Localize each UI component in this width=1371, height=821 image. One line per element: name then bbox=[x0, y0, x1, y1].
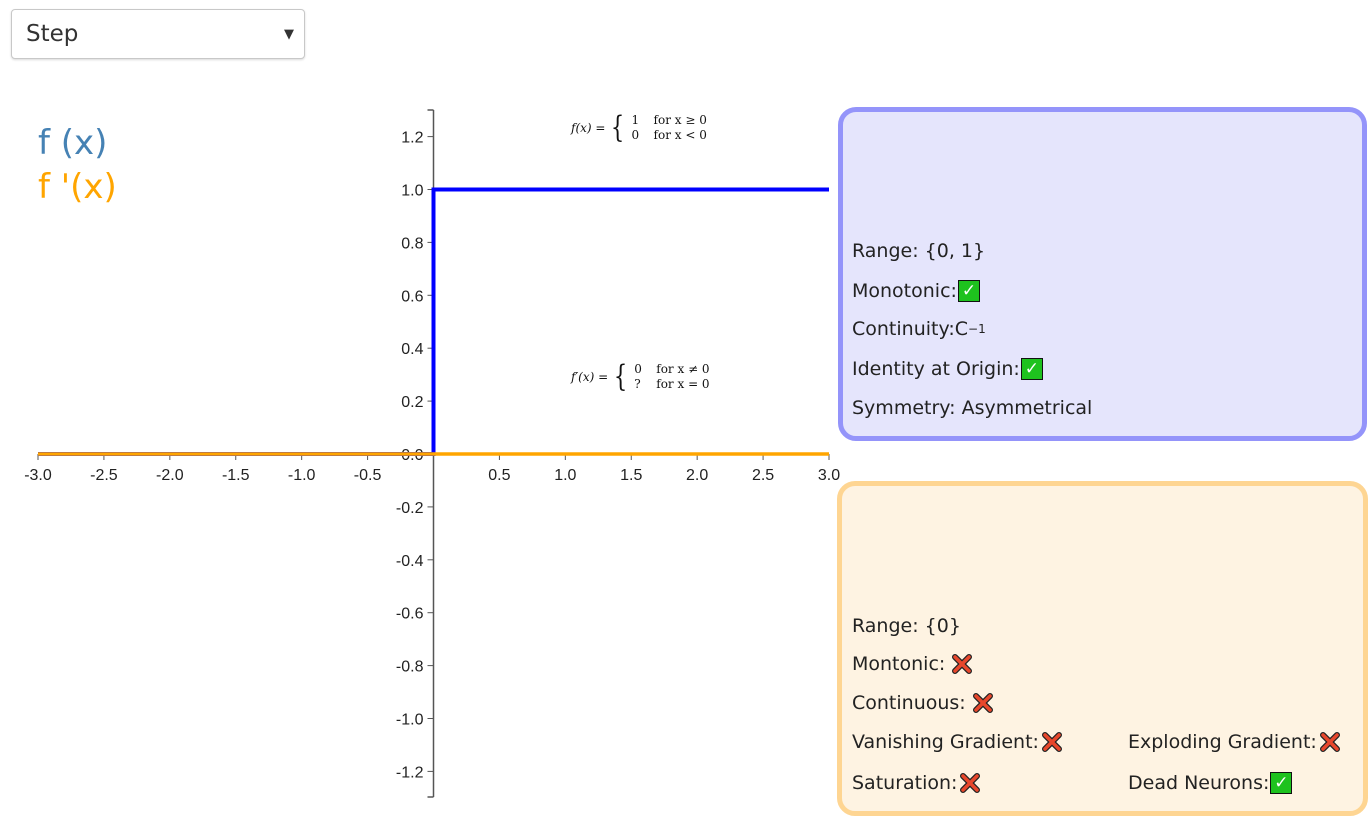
x-tick-label: 1.5 bbox=[620, 467, 642, 484]
y-tick-label: -0.8 bbox=[396, 659, 424, 676]
f-series-line bbox=[38, 187, 829, 456]
select-value: Step bbox=[26, 21, 79, 47]
brace-icon: { bbox=[611, 110, 625, 145]
legend-f: f (x) bbox=[38, 123, 108, 163]
f-monotonic: Monotonic: ✓ bbox=[852, 280, 980, 302]
brace-icon: { bbox=[614, 359, 628, 394]
x-tick-label: -3.0 bbox=[24, 467, 52, 484]
d-exploding: Exploding Gradient: bbox=[1128, 731, 1341, 753]
f-monotonic-label: Monotonic: bbox=[852, 280, 957, 302]
fprime-formula: f′(x) = { 0 for x ≠ 0 ? for x = 0 bbox=[571, 362, 710, 392]
f-case2-cond: for x < 0 bbox=[653, 128, 707, 142]
x-tick-label: 3.0 bbox=[818, 467, 840, 484]
chart-series bbox=[38, 187, 829, 456]
f-formula: f(x) = { 1 for x ≥ 0 0 for x < 0 bbox=[571, 113, 707, 143]
f-case2-value: 0 bbox=[631, 128, 640, 142]
f-case1-value: 1 bbox=[631, 113, 640, 127]
y-tick-label: -0.4 bbox=[396, 553, 424, 570]
check-icon: ✓ bbox=[1020, 358, 1043, 380]
d-vanishing-label: Vanishing Gradient: bbox=[852, 731, 1039, 753]
f-continuity: Continuity:C −1 bbox=[852, 318, 986, 340]
f-range: Range: {0, 1} bbox=[852, 240, 986, 262]
d-montonic: Montonic: bbox=[852, 653, 973, 675]
d-saturation: Saturation: bbox=[852, 772, 981, 794]
chevron-down-icon: ▼ bbox=[284, 27, 294, 42]
y-tick-label: -0.6 bbox=[396, 606, 424, 623]
y-tick-label: 0.2 bbox=[401, 394, 423, 411]
d-range: Range: {0} bbox=[852, 615, 961, 637]
activation-function-select[interactable]: Step ▼ bbox=[11, 9, 305, 59]
f-symmetry: Symmetry: Asymmetrical bbox=[852, 397, 1093, 419]
cross-icon bbox=[951, 653, 973, 675]
x-tick-label: -2.5 bbox=[90, 467, 118, 484]
f-continuity-label: Continuity:C bbox=[852, 318, 969, 340]
f-formula-lhs: f(x) = bbox=[571, 121, 606, 135]
d-exploding-label: Exploding Gradient: bbox=[1128, 731, 1317, 753]
y-tick-label: 1.2 bbox=[401, 130, 423, 147]
cross-icon bbox=[1041, 731, 1063, 753]
cross-icon bbox=[972, 692, 994, 714]
d-dead-neurons: Dead Neurons: ✓ bbox=[1128, 772, 1293, 794]
d-continuous-label: Continuous: bbox=[852, 692, 966, 714]
y-tick-label: 1.0 bbox=[401, 183, 423, 200]
x-tick-label: 0.5 bbox=[488, 467, 510, 484]
x-tick-label: 1.0 bbox=[554, 467, 576, 484]
f-case1-cond: for x ≥ 0 bbox=[653, 113, 707, 127]
fprime-formula-lhs: f′(x) = bbox=[571, 370, 609, 384]
fprime-case1-value: 0 bbox=[634, 362, 642, 376]
f-continuity-sup: −1 bbox=[968, 322, 986, 336]
d-saturation-label: Saturation: bbox=[852, 772, 958, 794]
f-identity-label: Identity at Origin: bbox=[852, 358, 1020, 380]
cross-icon bbox=[1319, 731, 1341, 753]
d-dead-label: Dead Neurons: bbox=[1128, 772, 1270, 794]
x-tick-label: -0.5 bbox=[354, 467, 382, 484]
d-vanishing: Vanishing Gradient: bbox=[852, 731, 1063, 753]
x-tick-label: -2.0 bbox=[156, 467, 184, 484]
y-tick-label: -0.2 bbox=[396, 500, 424, 517]
cross-icon bbox=[959, 772, 981, 794]
d-montonic-label: Montonic: bbox=[852, 653, 946, 675]
y-tick-label: 0.6 bbox=[401, 288, 423, 305]
fprime-case2-value: ? bbox=[634, 377, 641, 391]
fprime-case1-cond: for x ≠ 0 bbox=[656, 362, 710, 376]
y-tick-label: -1.0 bbox=[396, 712, 424, 729]
chart: 1.21.00.80.60.40.20.0-0.2-0.4-0.6-0.8-1.… bbox=[24, 109, 840, 798]
d-continuous: Continuous: bbox=[852, 692, 994, 714]
fprime-case2-cond: for x = 0 bbox=[656, 377, 710, 391]
y-tick-label: -1.2 bbox=[396, 764, 424, 781]
y-tick-label: 0.4 bbox=[401, 341, 423, 358]
y-tick-label: 0.8 bbox=[401, 235, 423, 252]
function-properties-panel bbox=[838, 107, 1367, 441]
derivative-properties-panel bbox=[837, 481, 1368, 816]
check-icon: ✓ bbox=[957, 280, 980, 302]
x-tick-label: -1.0 bbox=[288, 467, 316, 484]
f-identity: Identity at Origin: ✓ bbox=[852, 358, 1043, 380]
x-tick-label: 2.5 bbox=[752, 467, 774, 484]
x-tick-label: -1.5 bbox=[222, 467, 250, 484]
check-icon: ✓ bbox=[1270, 772, 1293, 794]
x-tick-label: 2.0 bbox=[686, 467, 708, 484]
legend-fprime: f '(x) bbox=[38, 167, 117, 207]
